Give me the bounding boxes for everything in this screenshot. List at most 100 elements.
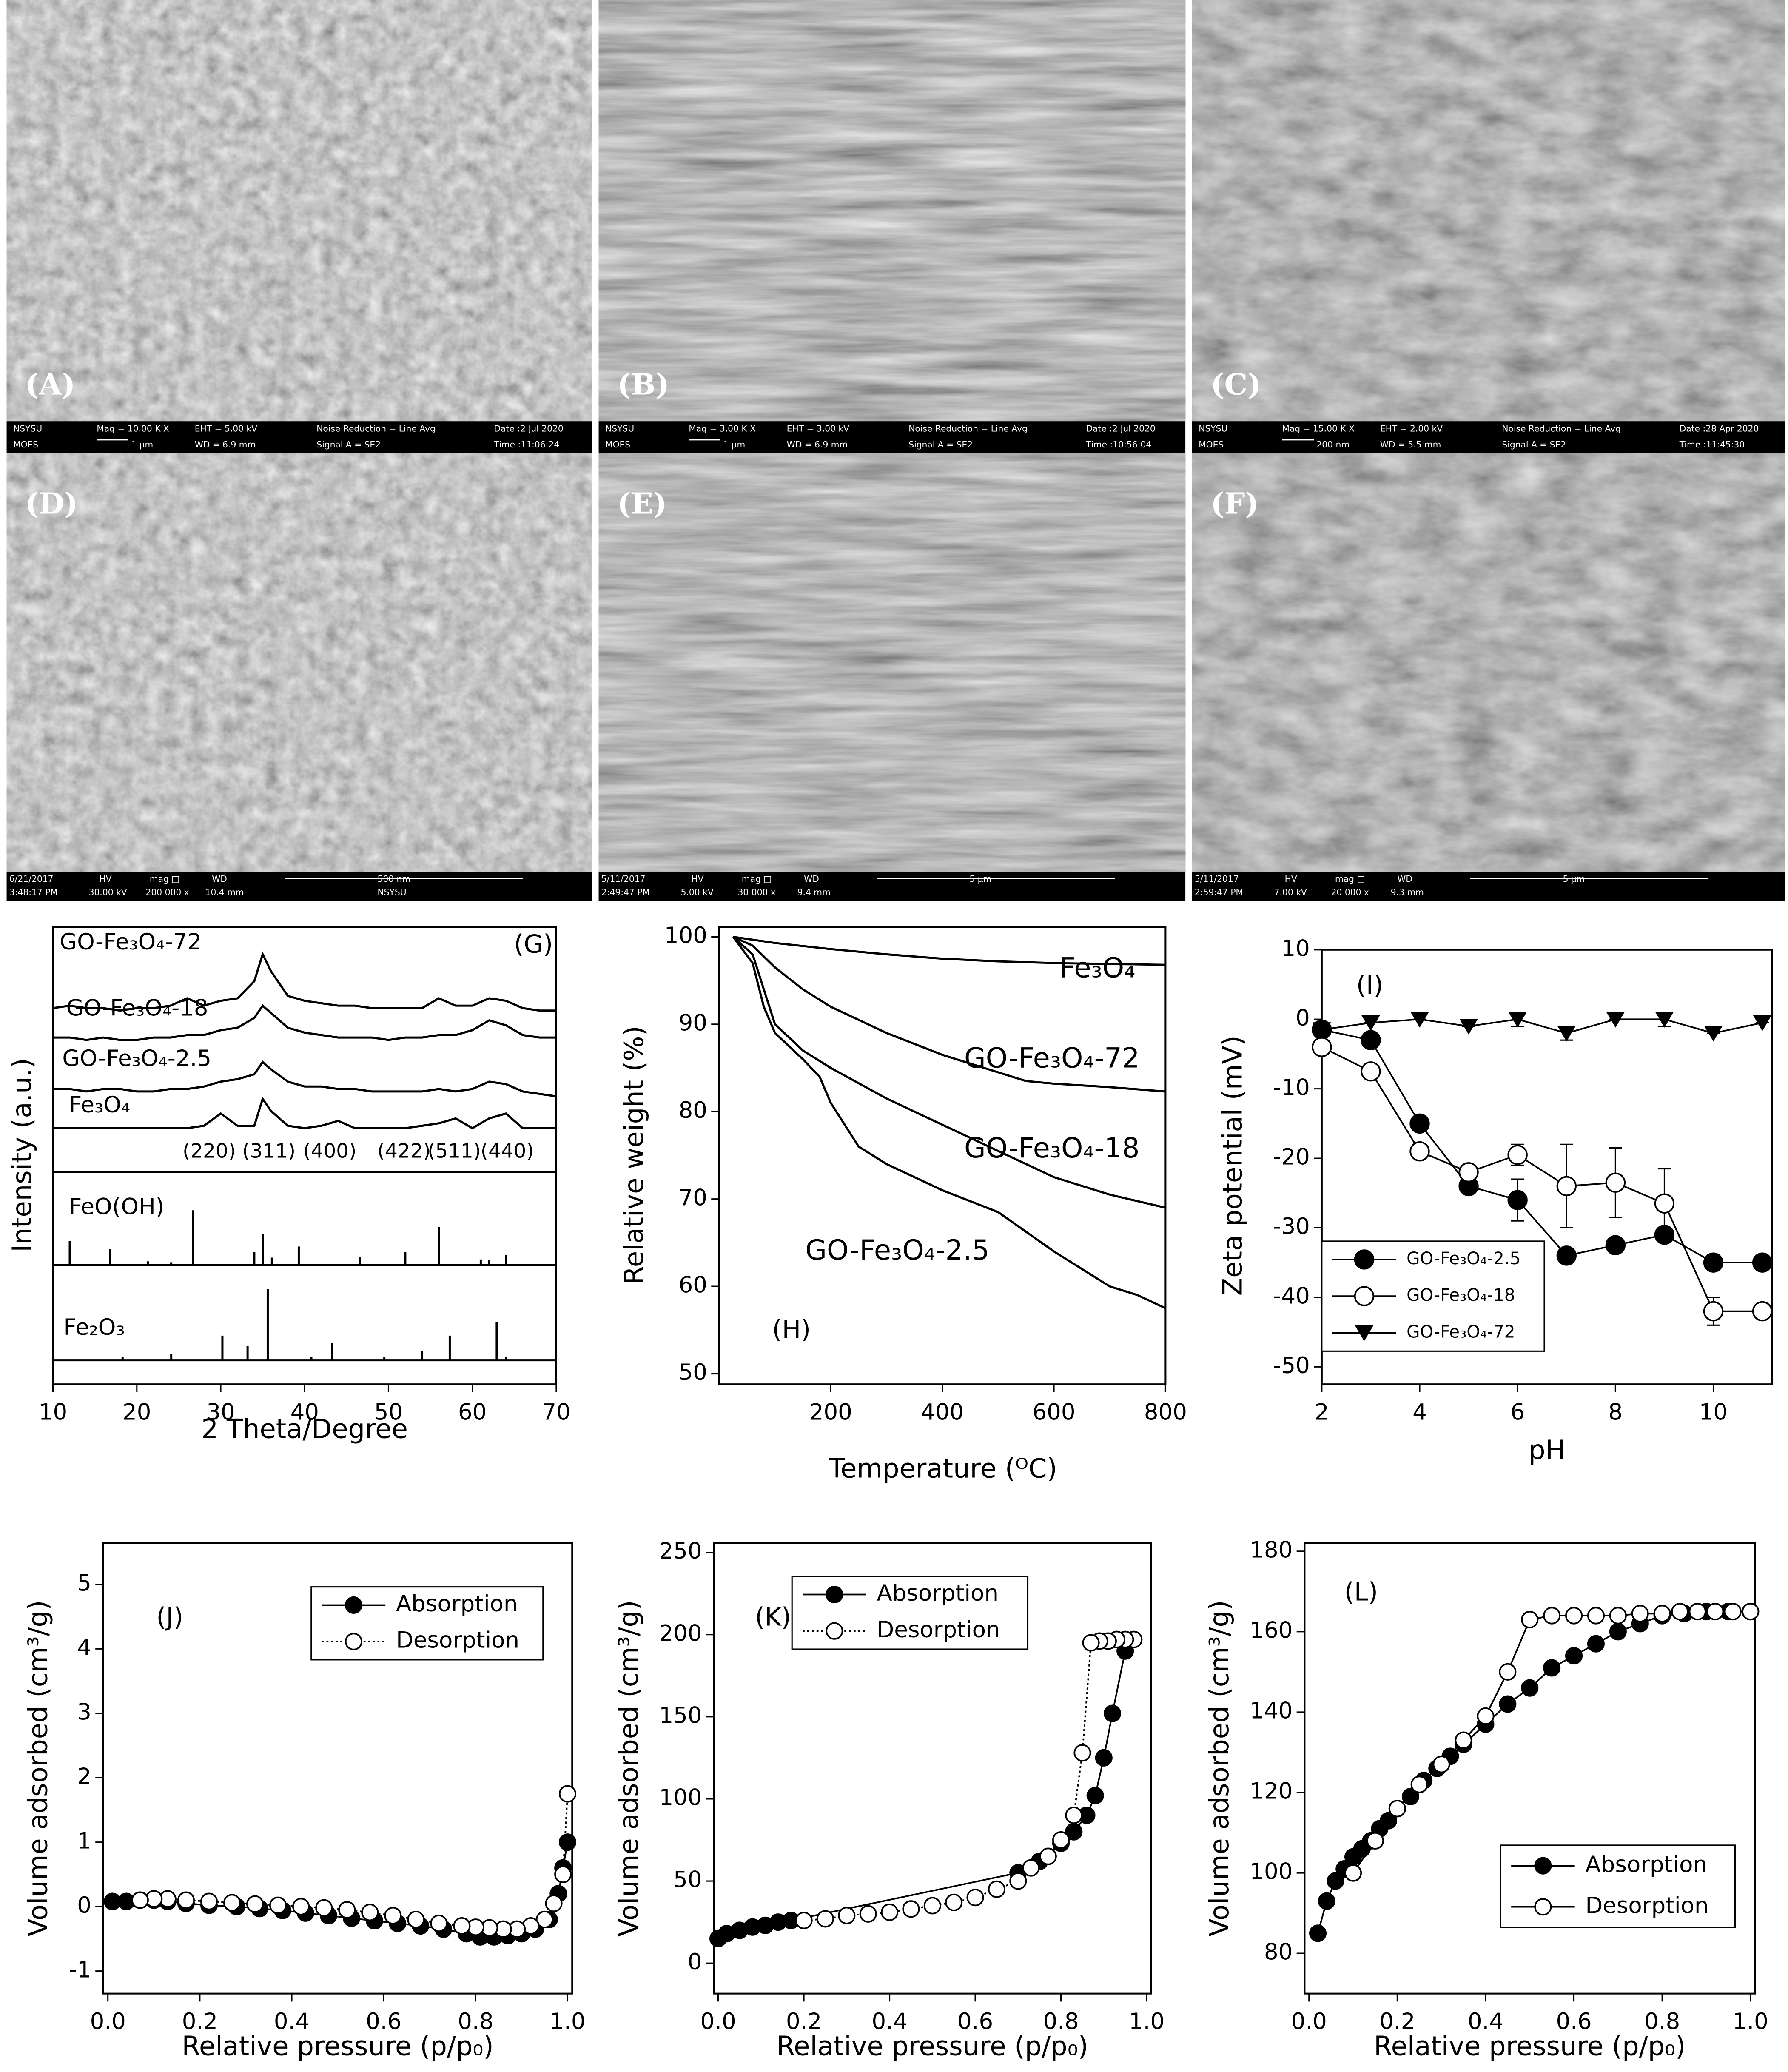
series-line bbox=[53, 951, 556, 1012]
peak-label: (400) bbox=[303, 1140, 357, 1163]
data-point bbox=[923, 1897, 941, 1915]
x-tick-label: 0.6 bbox=[1556, 2009, 1592, 2035]
series-line bbox=[1321, 1018, 1763, 1034]
legend-label: Absorption bbox=[396, 1591, 518, 1617]
data-point bbox=[1507, 1190, 1528, 1210]
x-axis-label: 2 Theta/Degree bbox=[202, 1413, 408, 1444]
y-tick-label: 90 bbox=[679, 1010, 707, 1036]
info-text: HV bbox=[100, 874, 112, 884]
data-point bbox=[1409, 1113, 1430, 1134]
data-point bbox=[1318, 1892, 1335, 1910]
info-text: 6/21/2017 bbox=[9, 874, 54, 884]
chart-title: (I) bbox=[1356, 970, 1384, 1000]
x-tick-label: 10 bbox=[1699, 1399, 1728, 1425]
series-line bbox=[1352, 1610, 1751, 1874]
info-text: mag □ bbox=[150, 874, 180, 884]
data-point bbox=[1039, 1847, 1057, 1865]
data-point bbox=[816, 1910, 834, 1928]
legend-marker bbox=[1354, 1286, 1375, 1306]
y-tick-label: 100 bbox=[1250, 1859, 1293, 1885]
info-text: 5 µm bbox=[970, 874, 992, 884]
series-label: Fe₃O₄ bbox=[69, 1092, 130, 1118]
x-tick-label: 800 bbox=[1144, 1399, 1187, 1425]
info-text: Date :2 Jul 2020 bbox=[494, 423, 564, 433]
series-label: Fe₂O₃ bbox=[63, 1314, 125, 1340]
chart-title: (H) bbox=[772, 1315, 811, 1344]
info-text: EHT = 3.00 kV bbox=[787, 423, 849, 433]
x-tick-label: 0.4 bbox=[274, 2009, 310, 2035]
x-tick-label: 1.0 bbox=[1733, 2009, 1768, 2035]
info-text: Noise Reduction = Line Avg bbox=[1502, 423, 1621, 433]
data-point bbox=[1455, 1731, 1472, 1749]
data-point bbox=[1605, 1172, 1626, 1193]
data-point bbox=[1587, 1607, 1605, 1625]
legend-marker bbox=[1534, 1857, 1552, 1875]
plot-frame bbox=[1321, 949, 1773, 1385]
x-tick-label: 20 bbox=[122, 1399, 151, 1425]
data-point bbox=[1724, 1603, 1742, 1621]
data-point bbox=[1388, 1800, 1406, 1818]
data-point bbox=[1095, 1749, 1113, 1767]
x-tick-label: 50 bbox=[374, 1399, 403, 1425]
info-text: 10.4 mm bbox=[205, 887, 244, 897]
legend-label: Desorption bbox=[1586, 1892, 1709, 1918]
data-point bbox=[1022, 1859, 1040, 1877]
data-point bbox=[131, 1891, 149, 1909]
data-point bbox=[1009, 1872, 1027, 1890]
panel-label: (E) bbox=[617, 487, 667, 521]
info-text: 5 µm bbox=[1563, 874, 1585, 884]
info-text: 500 nm bbox=[378, 874, 411, 884]
data-point bbox=[1631, 1605, 1649, 1622]
data-point bbox=[1361, 1015, 1380, 1031]
data-point bbox=[1507, 1145, 1528, 1165]
data-point bbox=[1082, 1634, 1100, 1652]
info-text: Time :10:56:04 bbox=[1086, 439, 1152, 450]
x-tick-label: 0.4 bbox=[871, 2009, 907, 2035]
info-text: 5/11/2017 bbox=[601, 874, 646, 884]
info-text: Time :11:06:24 bbox=[494, 439, 560, 450]
info-text: MOES bbox=[1199, 439, 1224, 450]
data-point bbox=[361, 1904, 379, 1921]
info-text: Time :11:45:30 bbox=[1679, 439, 1745, 450]
y-tick-label: 80 bbox=[1264, 1939, 1293, 1965]
data-point bbox=[269, 1896, 287, 1914]
info-text: 30 000 x bbox=[738, 887, 776, 897]
legend-label: GO-Fe₃O₄-72 bbox=[1406, 1321, 1515, 1342]
y-tick-label: 0 bbox=[77, 1892, 91, 1918]
data-point bbox=[1410, 1012, 1429, 1028]
y-tick-label: 10 bbox=[1281, 935, 1310, 961]
legend-marker bbox=[1534, 1898, 1552, 1916]
x-tick-label: 70 bbox=[542, 1399, 570, 1425]
data-point bbox=[1556, 1176, 1577, 1197]
y-axis-label: Intensity (a.u.) bbox=[6, 1058, 37, 1252]
data-point bbox=[1605, 1235, 1626, 1256]
legend-label: GO-Fe₃O₄-2.5 bbox=[1406, 1248, 1520, 1268]
info-text: Date :2 Jul 2020 bbox=[1086, 423, 1156, 433]
data-point bbox=[1543, 1659, 1561, 1677]
data-point bbox=[859, 1905, 877, 1923]
data-point bbox=[1565, 1607, 1583, 1625]
data-point bbox=[1309, 1924, 1327, 1942]
data-point bbox=[554, 1865, 572, 1883]
micrograph bbox=[6, 453, 592, 872]
y-tick-label: 100 bbox=[659, 1785, 702, 1811]
x-tick-label: 0.6 bbox=[957, 2009, 993, 2035]
info-text: 9.4 mm bbox=[797, 887, 831, 897]
info-text: Mag = 3.00 K X bbox=[689, 423, 756, 433]
y-tick-label: -20 bbox=[1273, 1144, 1310, 1170]
x-tick-label: 600 bbox=[1033, 1399, 1076, 1425]
data-point bbox=[407, 1910, 425, 1929]
x-tick-label: 0.0 bbox=[700, 2009, 736, 2035]
peak-label: (311) bbox=[242, 1140, 296, 1163]
data-point bbox=[1366, 1832, 1384, 1850]
micrograph bbox=[1192, 453, 1785, 872]
y-axis-label: Volume adsorbed (cm³/g) bbox=[613, 1600, 644, 1937]
data-point bbox=[1703, 1301, 1724, 1322]
data-point bbox=[1508, 1012, 1527, 1028]
data-point bbox=[1752, 1301, 1773, 1322]
x-tick-label: 0.2 bbox=[786, 2009, 822, 2035]
y-tick-label: 50 bbox=[679, 1359, 707, 1385]
data-point bbox=[988, 1880, 1005, 1898]
data-point bbox=[384, 1907, 402, 1924]
x-tick-label: 0.2 bbox=[1379, 2009, 1415, 2035]
